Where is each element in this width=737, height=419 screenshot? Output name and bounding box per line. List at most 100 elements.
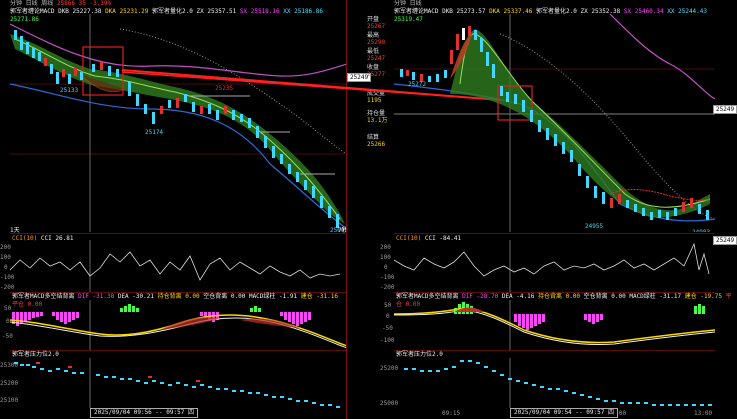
left-chart-pane[interactable]: 分钟 日线 周线 25866 35 -3.39% 郭军者缠论MACD DKB 2… xyxy=(0,0,348,419)
cci-tick-200-r: 200 xyxy=(380,244,391,251)
dkb-value-r: DKB 25273.57 xyxy=(442,8,486,15)
last-price: 25866 xyxy=(56,0,75,7)
time-tick-0915: 09:15 xyxy=(442,410,461,417)
label-c: 25174 xyxy=(145,129,163,136)
dka-value: DKA 25231.29 xyxy=(105,8,149,15)
macd-chart[interactable] xyxy=(10,300,347,350)
left-price-tag: 25249 xyxy=(347,73,372,82)
change: 35 xyxy=(78,0,86,7)
cci-tick-0-r: 0 xyxy=(384,264,388,271)
macd-chart-r[interactable] xyxy=(394,300,715,350)
candles xyxy=(14,30,339,228)
cci-title-r[interactable]: CCI(10) xyxy=(396,235,422,242)
right-period-bar: 分钟 日线 xyxy=(394,0,422,8)
macd-buy-r: 建仓 -19.75 xyxy=(684,293,723,300)
macd-dif: DIF -31.38 xyxy=(78,293,115,300)
macd-peak-r: 持仓背离 0.00 xyxy=(537,293,581,300)
pressure-legend-r: 郭军者压力位2.0 xyxy=(396,351,443,359)
label-b-r: 24955 xyxy=(585,223,603,230)
cci-tick-neg200-r: -200 xyxy=(380,284,395,291)
xx-value: XX 25186.86 xyxy=(283,8,324,15)
zx-value-r: ZX 25352.38 xyxy=(580,8,621,15)
cci-tick-100-r: 100 xyxy=(380,254,391,261)
cci-tick-100: 100 xyxy=(0,254,11,261)
macd-tick-0-r: 0 xyxy=(386,313,390,320)
label-low-r: 24983 xyxy=(692,229,710,232)
candles-r xyxy=(400,26,709,220)
dkb-value: DKB 25227.38 xyxy=(58,8,102,15)
pane-divider xyxy=(346,0,347,419)
sb-high-label: 最高 xyxy=(367,32,380,39)
macd-diverge-r: 空仓背离 0.00 xyxy=(583,293,626,300)
macd-sell-r: 平仓 0.00 xyxy=(396,293,732,308)
macd-tick-50-r: 50 xyxy=(384,302,392,309)
extra-value-r: 25319.47 xyxy=(394,16,423,23)
extra-value: 25271.86 xyxy=(10,16,39,23)
pressure-title[interactable]: 郭军者压力位2.0 xyxy=(12,351,59,358)
sb-volume-label: 成交量 xyxy=(367,90,386,97)
left-period-bar: 分钟 日线 周线 25866 35 -3.39% xyxy=(10,0,111,8)
macd-title-r[interactable]: 郭军者MACD多空结背离 xyxy=(396,293,459,300)
zx-value: ZX 25357.51 xyxy=(196,8,237,15)
cci-legend: CCI(10) CCI 26.81 xyxy=(12,235,73,243)
time-tick-1300: 13:00 xyxy=(694,410,713,417)
macd-diverge: 空仓背离 0.00 xyxy=(203,293,246,300)
macd-hist: MACD绿柱 -1.91 xyxy=(248,293,298,300)
indicator-name-r[interactable]: 郭军者缠论MACD xyxy=(394,8,439,15)
right-price-tag-2: 25249 xyxy=(713,236,737,245)
sb-settle-label: 结算 xyxy=(367,134,380,141)
left-main-legend: 郭军者缠论MACD DKB 25227.38 DKA 25231.29 郭军者量… xyxy=(10,8,347,23)
pressure-chart-r[interactable] xyxy=(394,358,715,408)
macd-tick-50: 50 xyxy=(4,305,12,312)
cursor-date-text-r: 2025/09/04 09:54 -- 09:57 xyxy=(514,409,605,416)
cursor-date-r: 2025/09/04 09:54 -- 09:57 四 xyxy=(510,408,618,418)
sb-open-label: 开盘 xyxy=(367,16,380,23)
label-d: 25009 xyxy=(330,227,347,232)
highlight-box-r xyxy=(497,85,533,121)
cursor-date-text: 2025/09/04 09:56 -- 09:57 xyxy=(94,409,185,416)
right-candle-chart[interactable]: 25272 24955 24983 xyxy=(380,14,737,232)
sb-settle-val: 25266 xyxy=(367,141,386,148)
cursor-date-day-r: 四 xyxy=(607,409,614,416)
macd-tick-neg50: -50 xyxy=(2,333,13,340)
cci-legend-r: CCI(10) CCI -84.41 xyxy=(396,235,461,243)
sb-high-val: 25290 xyxy=(367,39,386,46)
indicator-name[interactable]: 郭军者缠论MACD xyxy=(10,8,55,15)
sb-low-label: 最低 xyxy=(367,48,380,55)
tab-day[interactable]: 日线 xyxy=(25,0,38,7)
right-price-tag: 25249 xyxy=(713,105,737,114)
label-a: 25133 xyxy=(60,87,78,94)
cci-chart-r[interactable] xyxy=(394,240,715,292)
macd-dea: DEA -30.21 xyxy=(117,293,154,300)
upper-band xyxy=(9,23,347,77)
cci-tick-200: 200 xyxy=(0,244,11,251)
tab-minute[interactable]: 分钟 xyxy=(10,0,23,7)
sb-close-label: 收盘 xyxy=(367,64,380,71)
macd-title[interactable]: 郭军者MACD多空结背离 xyxy=(12,293,75,300)
sb-volume-val: 1195 xyxy=(367,97,382,104)
pressure-legend: 郭军者压力位2.0 xyxy=(12,351,59,359)
tab-minute-r[interactable]: 分钟 xyxy=(394,0,407,7)
right-chart-pane[interactable]: 分钟 日线 郭军者缠论MACD DKB 25273.57 DKA 25337.4… xyxy=(380,0,737,419)
macd-hist-r: MACD绿柱 -31.17 xyxy=(629,293,682,300)
macd-legend: 郭军者MACD多空结背离 DIF -31.38 DEA -30.21 持仓背离 … xyxy=(12,293,347,308)
pressure-tick-25200-r: 25200 xyxy=(380,365,399,372)
lower-band xyxy=(9,83,347,230)
macd-sell: 平仓 0.00 xyxy=(12,301,43,308)
cci-tick-neg100-r: -100 xyxy=(380,274,395,281)
tab-week[interactable]: 周线 xyxy=(41,0,54,7)
sb-open-val: 25267 xyxy=(367,23,386,30)
tab-day-r[interactable]: 日线 xyxy=(409,0,422,7)
cci-tick-0: 0 xyxy=(4,264,8,271)
pressure-chart[interactable] xyxy=(10,358,347,408)
cci-title[interactable]: CCI(10) xyxy=(12,235,38,242)
pressure-tick-25200: 25200 xyxy=(0,380,19,387)
pressure-title-r[interactable]: 郭军者压力位2.0 xyxy=(396,351,443,358)
cursor-date-day: 四 xyxy=(187,409,194,416)
cci-chart[interactable] xyxy=(10,240,347,292)
cci-tick-neg100: -100 xyxy=(0,274,15,281)
sb-close-val: 25277 xyxy=(367,71,386,78)
sx-value: SX 25518.16 xyxy=(239,8,280,15)
sb-oi-val: 13.1万 xyxy=(367,117,388,124)
